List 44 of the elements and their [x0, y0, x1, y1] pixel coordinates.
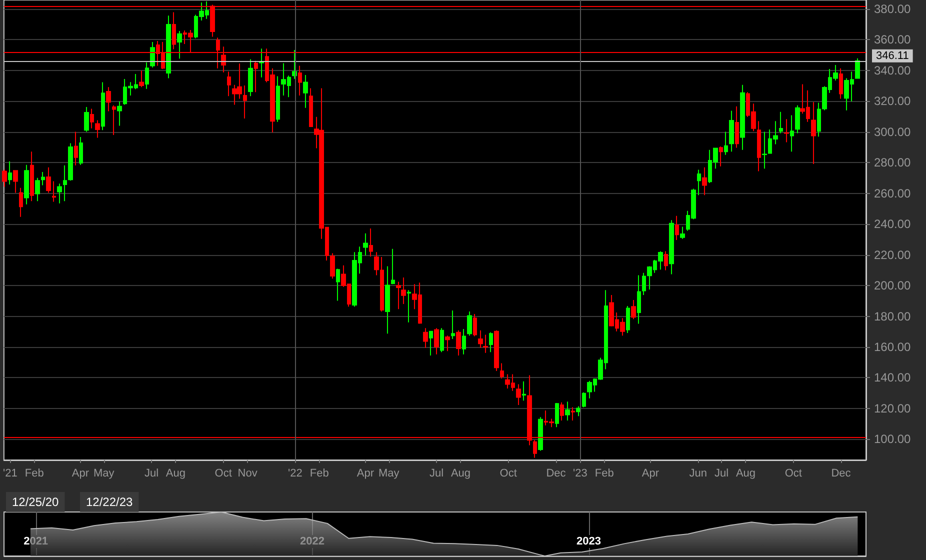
x-tick-label: Feb: [310, 468, 329, 480]
x-tick-label: Apr: [356, 468, 374, 480]
y-tick-label: 360.00: [874, 32, 912, 47]
x-tick-label: Aug: [450, 468, 471, 480]
y-tick-label: 260.00: [874, 186, 912, 200]
y-tick-label: 100.00: [874, 432, 912, 446]
y-tick-label: 240.00: [874, 217, 912, 232]
x-tick-label: Jul: [429, 468, 444, 480]
text: 12/25/20: [12, 495, 60, 509]
x-tick-label: Aug: [736, 468, 756, 480]
x-tick-label: Jul: [714, 468, 729, 480]
x-tick-label: '22: [288, 468, 302, 480]
x-tick-label: Oct: [214, 468, 232, 480]
x-tick-label: '21: [2, 468, 18, 480]
y-tick-label: 340.00: [874, 63, 912, 78]
x-tick-label: Aug: [166, 468, 186, 480]
x-tick-label: '23: [573, 468, 588, 480]
x-tick-label: Oct: [500, 468, 517, 480]
x-tick-label: Dec: [831, 468, 852, 480]
y-tick-label: 200.00: [874, 278, 912, 292]
y-tick-label: 300.00: [874, 124, 912, 139]
y-tick-label: 140.00: [874, 370, 912, 385]
x-tick-label: Nov: [238, 468, 258, 480]
x-tick-label: Apr: [72, 468, 90, 480]
x-tick-label: Jul: [144, 468, 159, 480]
x-tick-label: Feb: [594, 468, 614, 480]
x-tick-label: Dec: [546, 468, 566, 480]
x-tick-label: Oct: [784, 468, 802, 480]
y-tick-label: 380.00: [874, 2, 912, 16]
y-tick-label: 280.00: [874, 156, 912, 170]
y-tick-label: 120.00: [874, 401, 912, 416]
x-tick-label: Feb: [24, 468, 44, 480]
x-tick-label: May: [93, 468, 115, 480]
x-tick-label: 2022: [300, 536, 325, 548]
y-tick-label: 160.00: [874, 340, 912, 354]
y-tick-label: 320.00: [874, 94, 912, 108]
x-tick-label: May: [378, 468, 400, 480]
text: 12/22/23: [86, 495, 134, 509]
ref-line-label: 346.11: [876, 50, 909, 62]
x-tick-label: 2023: [576, 536, 602, 548]
x-tick-label: Apr: [642, 468, 660, 480]
y-tick-label: 180.00: [874, 309, 912, 324]
x-tick-label: Jun: [689, 468, 707, 480]
y-tick-label: 220.00: [874, 248, 912, 262]
